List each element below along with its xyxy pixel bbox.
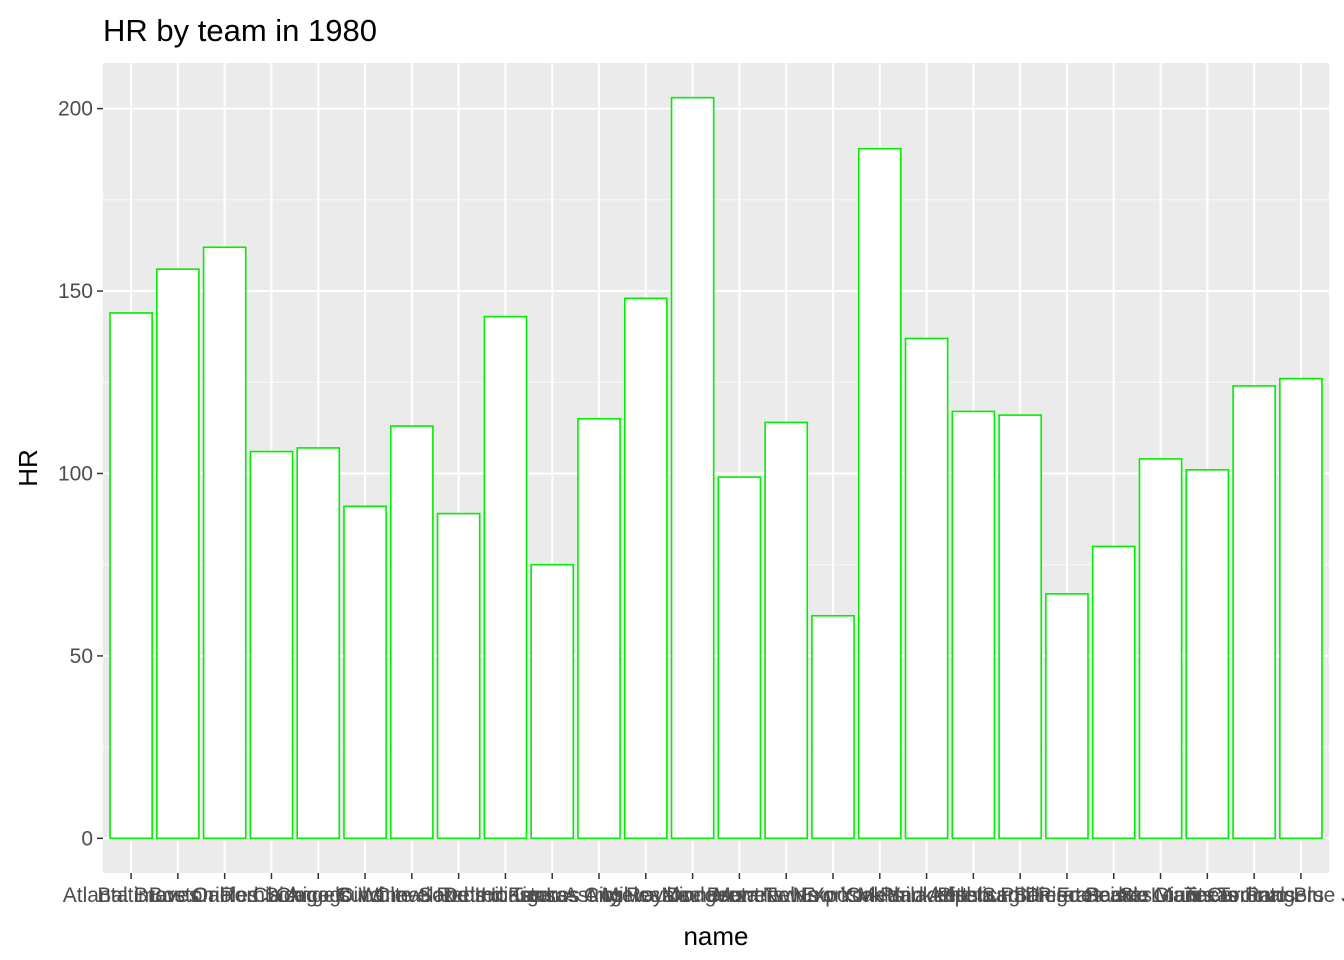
x-tick-label: St. Louis Cardinals — [1119, 884, 1295, 907]
bar — [904, 337, 949, 840]
y-axis-title: HR — [13, 449, 43, 487]
bar — [764, 421, 809, 840]
bar — [483, 315, 528, 840]
x-tick-label: Detroit Tigers — [443, 884, 568, 907]
bar — [577, 417, 621, 840]
y-tick-label: 150 — [58, 280, 93, 303]
x-tick-label: Kansas City Royals — [508, 884, 690, 907]
x-tick-label: New York Mets — [763, 884, 903, 907]
x-tick-label: Minnesota Twins — [661, 884, 817, 907]
bar — [1185, 469, 1230, 840]
x-tick-label: California Angels — [193, 884, 351, 907]
bar — [717, 476, 762, 840]
x-tick-label: Baltimore Orioles — [97, 884, 258, 907]
bar — [202, 246, 247, 840]
x-tick-label: Montreal Expos — [713, 884, 859, 907]
bar — [296, 447, 341, 840]
bar — [623, 297, 668, 840]
bar — [1138, 458, 1183, 840]
x-tick-label: Seattle Mariners — [1084, 884, 1237, 907]
x-tick-label: Oakland Athletics — [845, 884, 1007, 907]
x-tick-label: San Diego Padres — [982, 884, 1152, 907]
chart-title: HR by team in 1980 — [103, 13, 377, 48]
bar — [811, 614, 855, 840]
bar — [1279, 377, 1323, 840]
bar — [1232, 385, 1276, 840]
y-tick-label: 100 — [58, 462, 93, 485]
x-tick-label: Chicago Cubs — [252, 884, 384, 907]
x-tick-label: Cincinnati Reds — [338, 884, 485, 907]
x-tick-label: Boston Red Sox — [149, 884, 301, 907]
x-tick-label: Milwaukee Brewers — [602, 884, 784, 907]
bar — [1045, 593, 1089, 840]
y-tick-label: 0 — [81, 827, 93, 850]
bar — [857, 147, 902, 840]
x-tick-label: Chicago White Sox — [276, 884, 455, 907]
bar — [109, 312, 153, 840]
x-tick-label: Philadelphia Phillies — [880, 884, 1067, 907]
x-axis-title: name — [683, 921, 748, 951]
bar — [389, 425, 434, 840]
bar — [951, 410, 996, 840]
x-tick-label: San Francisco Giants — [1013, 884, 1214, 907]
bar — [670, 96, 715, 840]
y-axis: 0 50 100 150 200 — [58, 98, 103, 850]
bar — [436, 512, 481, 840]
y-tick-label: 200 — [58, 98, 93, 121]
bar — [156, 268, 200, 840]
bar — [343, 505, 387, 840]
x-tick-label: Cleveland Indians — [375, 884, 542, 907]
x-tick-label: Toronto Blue Jays — [1217, 884, 1344, 907]
x-tick-label: Pittsburgh Pirates — [937, 884, 1103, 907]
bar — [530, 563, 575, 840]
bars — [109, 96, 1323, 840]
x-tick-label: New York Yankees — [793, 884, 967, 907]
y-tick-label: 50 — [70, 645, 93, 668]
x-tick-label: Los Angeles Dodgers — [546, 884, 746, 907]
bar — [998, 414, 1043, 840]
x-tick-label: Houston Astros — [481, 884, 623, 907]
x-tick-label: Atlanta Braves — [63, 884, 200, 907]
bar — [249, 450, 294, 840]
x-tick-label: Texas Rangers — [1184, 884, 1324, 907]
bar — [1091, 545, 1136, 840]
